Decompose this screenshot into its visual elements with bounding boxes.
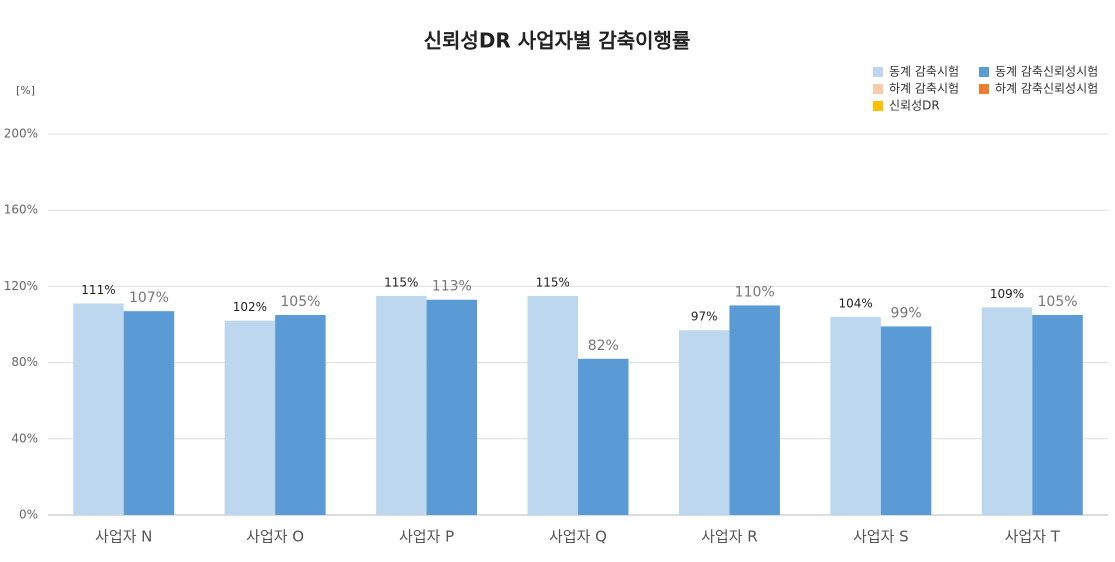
x-tick-label: 사업자 R [701, 528, 758, 546]
bar [123, 311, 175, 515]
bar [578, 358, 629, 515]
bar [729, 305, 780, 515]
legend-label: 동계 감축신뢰성시험 [995, 65, 1098, 79]
data-label: 109% [990, 287, 1024, 301]
x-tick-label: 사업자 O [246, 528, 304, 546]
y-tick-label: 80% [11, 355, 38, 369]
legend-swatch [873, 101, 883, 111]
data-label: 115% [384, 275, 418, 289]
x-tick-label: 사업자 N [95, 528, 152, 546]
x-tick-label: 사업자 T [1005, 528, 1061, 546]
legend-swatch [873, 67, 883, 77]
data-label: 111% [81, 283, 115, 297]
bar [830, 316, 881, 515]
data-label: 97% [691, 310, 718, 324]
data-label: 82% [588, 338, 619, 354]
y-tick-label: 0% [19, 508, 38, 522]
legend-label: 신뢰성DR [889, 99, 940, 113]
data-label: 105% [280, 294, 320, 310]
data-label: 102% [233, 300, 267, 314]
data-label: 105% [1038, 294, 1078, 310]
bar [880, 326, 932, 515]
legend-swatch [979, 84, 989, 94]
y-tick-label: 120% [4, 279, 38, 293]
y-axis-label: [%] [16, 84, 35, 97]
legend-label: 동계 감축시험 [889, 65, 959, 79]
data-label: 113% [432, 279, 472, 295]
legend-label: 하계 감축신뢰성시험 [995, 82, 1098, 96]
bar [1032, 314, 1083, 515]
bar [981, 307, 1033, 515]
x-tick-label: 사업자 Q [549, 528, 607, 546]
legend-swatch [979, 67, 989, 77]
data-label: 115% [536, 275, 570, 289]
legend-label: 하계 감축시험 [889, 82, 959, 96]
bar [275, 314, 326, 515]
bar [678, 330, 730, 515]
x-tick-label: 사업자 S [853, 528, 909, 546]
x-tick-label: 사업자 P [399, 528, 454, 546]
y-tick-label: 40% [11, 431, 38, 445]
y-tick-label: 160% [4, 203, 38, 217]
bar [426, 299, 478, 515]
data-label: 107% [129, 290, 169, 306]
bar [376, 295, 427, 515]
bar [224, 320, 276, 515]
bar [73, 303, 124, 515]
bar [527, 295, 578, 515]
data-label: 99% [891, 305, 922, 321]
legend-swatch [873, 84, 883, 94]
data-label: 104% [838, 296, 872, 310]
data-label: 110% [735, 284, 775, 300]
chart-title: 신뢰성DR 사업자별 감축이행률 [424, 29, 691, 53]
y-tick-label: 200% [4, 127, 38, 141]
